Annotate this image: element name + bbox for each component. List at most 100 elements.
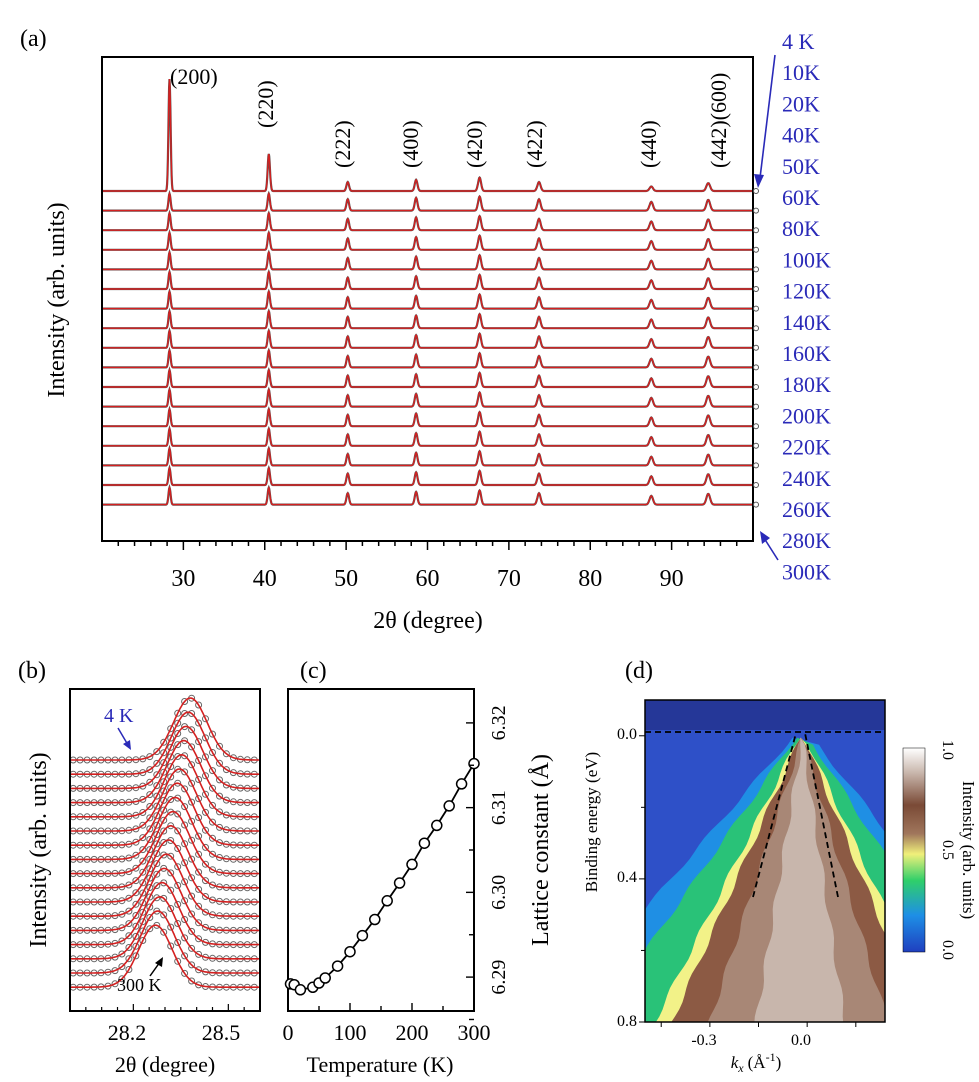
trace-endpoint-11 xyxy=(753,403,759,410)
a-xtick-label-60: 60 xyxy=(416,566,440,592)
trace-data-1 xyxy=(102,189,753,212)
trace-data-4 xyxy=(102,248,753,271)
panel-b-annot-4k-head xyxy=(123,740,131,750)
panel-label-a: (a) xyxy=(20,26,47,52)
temp-label-0: 4 K xyxy=(782,29,815,54)
panel-d-dispersion-right xyxy=(804,732,839,898)
c-point-100K xyxy=(344,945,356,958)
panel-d-xlabel-close: ) xyxy=(776,1053,782,1072)
c-point-60K xyxy=(319,972,331,984)
panel-d-ytick-0-0: 0.0 xyxy=(617,726,637,743)
panel-d-xlabel-k: k xyxy=(731,1053,739,1072)
b-fit-11 xyxy=(70,853,260,918)
panel-b-ticks xyxy=(85,1004,245,1011)
b-fit-7 xyxy=(70,796,260,861)
panel-d-xtick-m0-3: -0.3 xyxy=(691,1032,716,1049)
trace-endpoint-16 xyxy=(753,501,759,508)
peak-label-0: (200) xyxy=(170,64,218,89)
temp-label-6: 80K xyxy=(782,216,820,241)
b-fit-14 xyxy=(70,895,260,960)
c-point-140K xyxy=(369,913,381,926)
trace-endpoint-0 xyxy=(753,188,759,194)
c-point-220K xyxy=(418,837,431,849)
temp-label-9: 140K xyxy=(782,310,831,335)
panel-d-ytick-0-8: 0.8 xyxy=(617,1013,637,1030)
b-fit-12 xyxy=(70,867,260,932)
trace-endpoint-14 xyxy=(753,462,759,469)
trace-data-8 xyxy=(102,327,753,349)
trace-fit-2 xyxy=(102,210,753,231)
trace-fit-4 xyxy=(102,250,753,271)
c-ytick-label-3: 6.29 xyxy=(488,960,510,995)
trace-fit-5 xyxy=(102,269,753,290)
c-ytick-label-2: 6.30 xyxy=(488,875,510,910)
trace-data-6 xyxy=(102,287,753,310)
panel-d-xtick-0-0: 0.0 xyxy=(791,1032,811,1049)
panel-b-xlabel: 2θ (degree) xyxy=(115,1052,215,1077)
arrow-4k-down xyxy=(759,54,776,179)
panel-label-c: (c) xyxy=(300,658,327,684)
panel-b-frame xyxy=(69,688,261,1012)
panel-a-xtick-labels: 30 40 50 60 70 80 90 xyxy=(171,566,683,592)
panel-d-ylabel: Binding energy (eV) xyxy=(582,752,601,892)
a-xtick-label-90: 90 xyxy=(660,566,684,592)
trace-data-9 xyxy=(102,346,753,369)
trace-endpoint-10 xyxy=(753,384,759,390)
c-point-300K xyxy=(468,757,480,770)
temp-label-3: 40K xyxy=(782,123,820,148)
panel-c-xtick-labels: 0 100 200 300 xyxy=(283,1020,491,1045)
heatmap-bands xyxy=(645,737,885,1022)
b-fit-0 xyxy=(70,697,260,761)
trace-data-7 xyxy=(102,307,753,330)
b-fit-8 xyxy=(70,810,260,875)
c-point-180K xyxy=(393,877,406,889)
trace-fit-9 xyxy=(102,348,753,369)
temp-label-13: 220K xyxy=(782,435,831,460)
panel-c: 0 100 200 300 6.32 6.31 6.30 6.29 Temperature … xyxy=(283,688,554,1077)
c-xtick-label-100: 100 xyxy=(334,1020,367,1045)
trace-endpoint-7 xyxy=(753,325,759,332)
panel-b-annot-300k-head xyxy=(155,957,163,967)
trace-data-10 xyxy=(102,366,753,389)
trace-endpoint-3 xyxy=(753,246,759,253)
heatmap-band-5 xyxy=(754,737,844,1022)
trace-data-14 xyxy=(102,444,753,467)
temp-label-7: 100K xyxy=(782,247,831,272)
trace-fit-7 xyxy=(102,308,753,329)
panel-b-xtick-28-2: 28.2 xyxy=(108,1020,147,1045)
trace-fit-16 xyxy=(102,485,753,506)
c-xtick-label-200: 200 xyxy=(396,1020,429,1045)
trace-fit-3 xyxy=(102,230,753,251)
c-point-280K xyxy=(455,778,468,790)
trace-endpoint-6 xyxy=(753,305,759,312)
panel-a-peak-labels: (200) (220) (222) (400) (420) (422) (440) (442)… xyxy=(170,64,731,168)
b-fit-3 xyxy=(70,739,260,804)
peak-label-3: (400) xyxy=(398,120,423,168)
trace-data-11 xyxy=(102,385,753,408)
b-fit-4 xyxy=(70,753,260,818)
c-ytick-label-1: 6.31 xyxy=(488,790,510,825)
temp-label-5: 60K xyxy=(782,185,820,210)
trace-data-13 xyxy=(102,425,753,447)
heatmap-top-dark-region xyxy=(645,700,885,730)
colorbar xyxy=(902,747,926,953)
panel-d-xlabel-sub: x xyxy=(737,1061,744,1075)
trace-fit-11 xyxy=(102,387,753,408)
panel-d-heatmap xyxy=(645,700,885,1022)
c-xtick-label-0: 0 xyxy=(283,1020,294,1045)
peak-label-4: (420) xyxy=(462,120,487,168)
panel-c-ytick-labels: 6.32 6.31 6.30 6.29 xyxy=(488,705,510,994)
trace-fit-0 xyxy=(102,78,753,192)
trace-fit-8 xyxy=(102,328,753,349)
temp-label-16: 280K xyxy=(782,528,831,553)
panel-b-xtick-28-5: 28.5 xyxy=(202,1020,241,1045)
panel-d-frame xyxy=(644,699,886,1023)
c-point-80K xyxy=(331,960,344,972)
panel-b-traces xyxy=(70,694,260,991)
trace-endpoint-4 xyxy=(753,266,759,273)
trace-fit-1 xyxy=(102,191,753,212)
panel-d-ytick-0-4: 0.4 xyxy=(617,869,637,886)
panel-a-temperature-labels: 4 K 10K 20K 40K 50K 60K 80K 100K 120K 140K 160K 180… xyxy=(782,29,831,584)
b-fit-2 xyxy=(70,725,260,790)
